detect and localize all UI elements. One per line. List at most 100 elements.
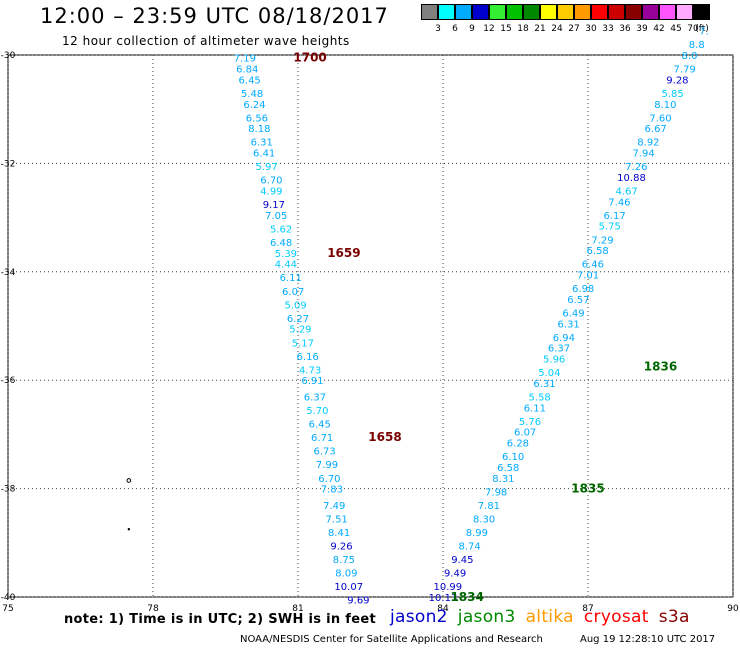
color-swatch-label: 30 (585, 24, 597, 34)
wave-height-value: 7.79 (674, 65, 696, 76)
wave-height-value: 6.48 (270, 238, 292, 249)
wave-height-value: 5.39 (275, 249, 297, 260)
color-scale-unit: (ft) (695, 24, 709, 34)
wave-height-value: 6.31 (251, 138, 273, 149)
wave-height-value: 6.49 (562, 308, 584, 319)
color-swatch-label: 18 (517, 24, 529, 34)
pass-time-label: 1658 (368, 430, 401, 444)
wave-height-value: 10.07 (334, 582, 363, 593)
color-swatch (421, 4, 438, 20)
latitude-tick-label: -30 (1, 51, 16, 61)
color-swatch (625, 4, 642, 20)
wave-height-value: 5.70 (306, 406, 328, 417)
wave-height-value: 9.17 (263, 200, 285, 211)
wave-height-value: 7.99 (316, 460, 338, 471)
wave-height-value: 6.94 (553, 333, 575, 344)
wave-height-value: 6.24 (243, 100, 265, 111)
wave-height-value: 6.45 (239, 75, 261, 86)
pass-time-label: 1700 (293, 51, 326, 65)
wave-height-value: 6.37 (548, 344, 570, 355)
color-swatch-label: 27 (568, 24, 580, 34)
color-swatch (608, 4, 625, 20)
wave-height-value: 4.67 (616, 187, 638, 198)
satellite-legend-item: s3a (658, 607, 690, 627)
wave-height-value: 5.58 (529, 392, 551, 403)
wave-height-value: 6.31 (558, 319, 580, 330)
wave-height-value: 7.81 (478, 501, 500, 512)
wave-height-value: 9.45 (451, 555, 473, 566)
wave-height-value: 8.10 (654, 100, 676, 111)
wave-height-value: 5.48 (241, 89, 263, 100)
wave-height-value: 7.60 (649, 113, 671, 124)
wave-height-value: 6.41 (253, 149, 275, 160)
color-swatch-label: 6 (452, 24, 458, 34)
wave-height-value: 8.0 (682, 51, 698, 62)
wave-height-value: 9.49 (444, 569, 466, 580)
wave-height-value: 7.05 (265, 211, 287, 222)
wave-height-value: 6.57 (567, 295, 589, 306)
wave-height-value: 6.67 (645, 124, 667, 135)
wave-height-value: 6.37 (304, 392, 326, 403)
color-swatch (540, 4, 557, 20)
wave-height-value: 8.18 (248, 124, 270, 135)
wave-height-value: 6.56 (246, 113, 268, 124)
wave-height-value: 6.73 (313, 447, 335, 458)
wave-height-value: 4.44 (275, 260, 297, 271)
wave-height-value: 6.16 (297, 352, 319, 363)
wave-height-value: 7.26 (625, 162, 647, 173)
color-swatch (693, 4, 710, 20)
map-title: 12:00 – 23:59 UTC 08/18/2017 (40, 4, 389, 28)
wave-height-value: 7.46 (608, 197, 630, 208)
pass-time-label: 1836 (644, 360, 677, 374)
wave-height-value: 10.13 (429, 593, 458, 604)
satellite-legend-item: jason2 (390, 607, 448, 627)
footer-note: note: 1) Time is in UTC; 2) SWH is in fe… (64, 612, 376, 627)
color-swatch (455, 4, 472, 20)
wave-height-value: 6.45 (309, 420, 331, 431)
color-swatch (642, 4, 659, 20)
latitude-tick-label: -38 (1, 485, 16, 495)
color-swatch-label: 9 (469, 24, 475, 34)
color-swatch (574, 4, 591, 20)
longitude-tick-label: 75 (2, 604, 13, 614)
latitude-tick-label: -32 (1, 159, 16, 169)
wave-height-value: 5.97 (255, 162, 277, 173)
generated-timestamp: Aug 19 12:28:10 UTC 2017 (580, 634, 716, 645)
wave-height-value: 6.84 (236, 65, 258, 76)
wave-height-value: 6.70 (318, 474, 340, 485)
color-swatch (472, 4, 489, 20)
wave-height-value: 7.98 (485, 487, 507, 498)
longitude-tick-label: 81 (292, 604, 303, 614)
wave-height-value: 7.01 (577, 271, 599, 282)
color-swatch (591, 4, 608, 20)
wave-height-value: 7.51 (326, 514, 348, 525)
color-swatch-label: 36 (619, 24, 631, 34)
wave-height-value: 10.99 (434, 582, 463, 593)
color-swatch (438, 4, 455, 20)
wave-height-value: 6.98 (572, 284, 594, 295)
color-swatch-label: 33 (602, 24, 614, 34)
pass-time-label: 1835 (571, 482, 604, 496)
wave-height-value: 5.96 (543, 355, 565, 366)
color-swatch-label: 45 (670, 24, 682, 34)
wave-height-value: 8.99 (466, 528, 488, 539)
color-swatch-label: 70 (687, 24, 699, 34)
color-swatch (489, 4, 506, 20)
wave-height-value: 4.99 (260, 187, 282, 198)
wave-height-value: 6.07 (282, 287, 304, 298)
wave-height-value: 6.27 (287, 314, 309, 325)
wave-height-value: 6.10 (502, 452, 524, 463)
wave-height-value: 8.8 (689, 40, 705, 51)
wave-height-value: 5.29 (289, 325, 311, 336)
longitude-tick-label: 84 (437, 604, 449, 614)
wave-height-value: 6.11 (524, 403, 546, 414)
island-marker (126, 478, 132, 483)
color-swatch (506, 4, 523, 20)
wave-height-value: 5.85 (661, 89, 683, 100)
wave-height-value: 8.31 (492, 474, 514, 485)
wave-height-value: 8.75 (333, 555, 355, 566)
color-swatch (557, 4, 574, 20)
wave-height-value: 5.76 (519, 417, 541, 428)
island-marker (127, 528, 131, 531)
wave-height-value: 6.28 (507, 439, 529, 450)
